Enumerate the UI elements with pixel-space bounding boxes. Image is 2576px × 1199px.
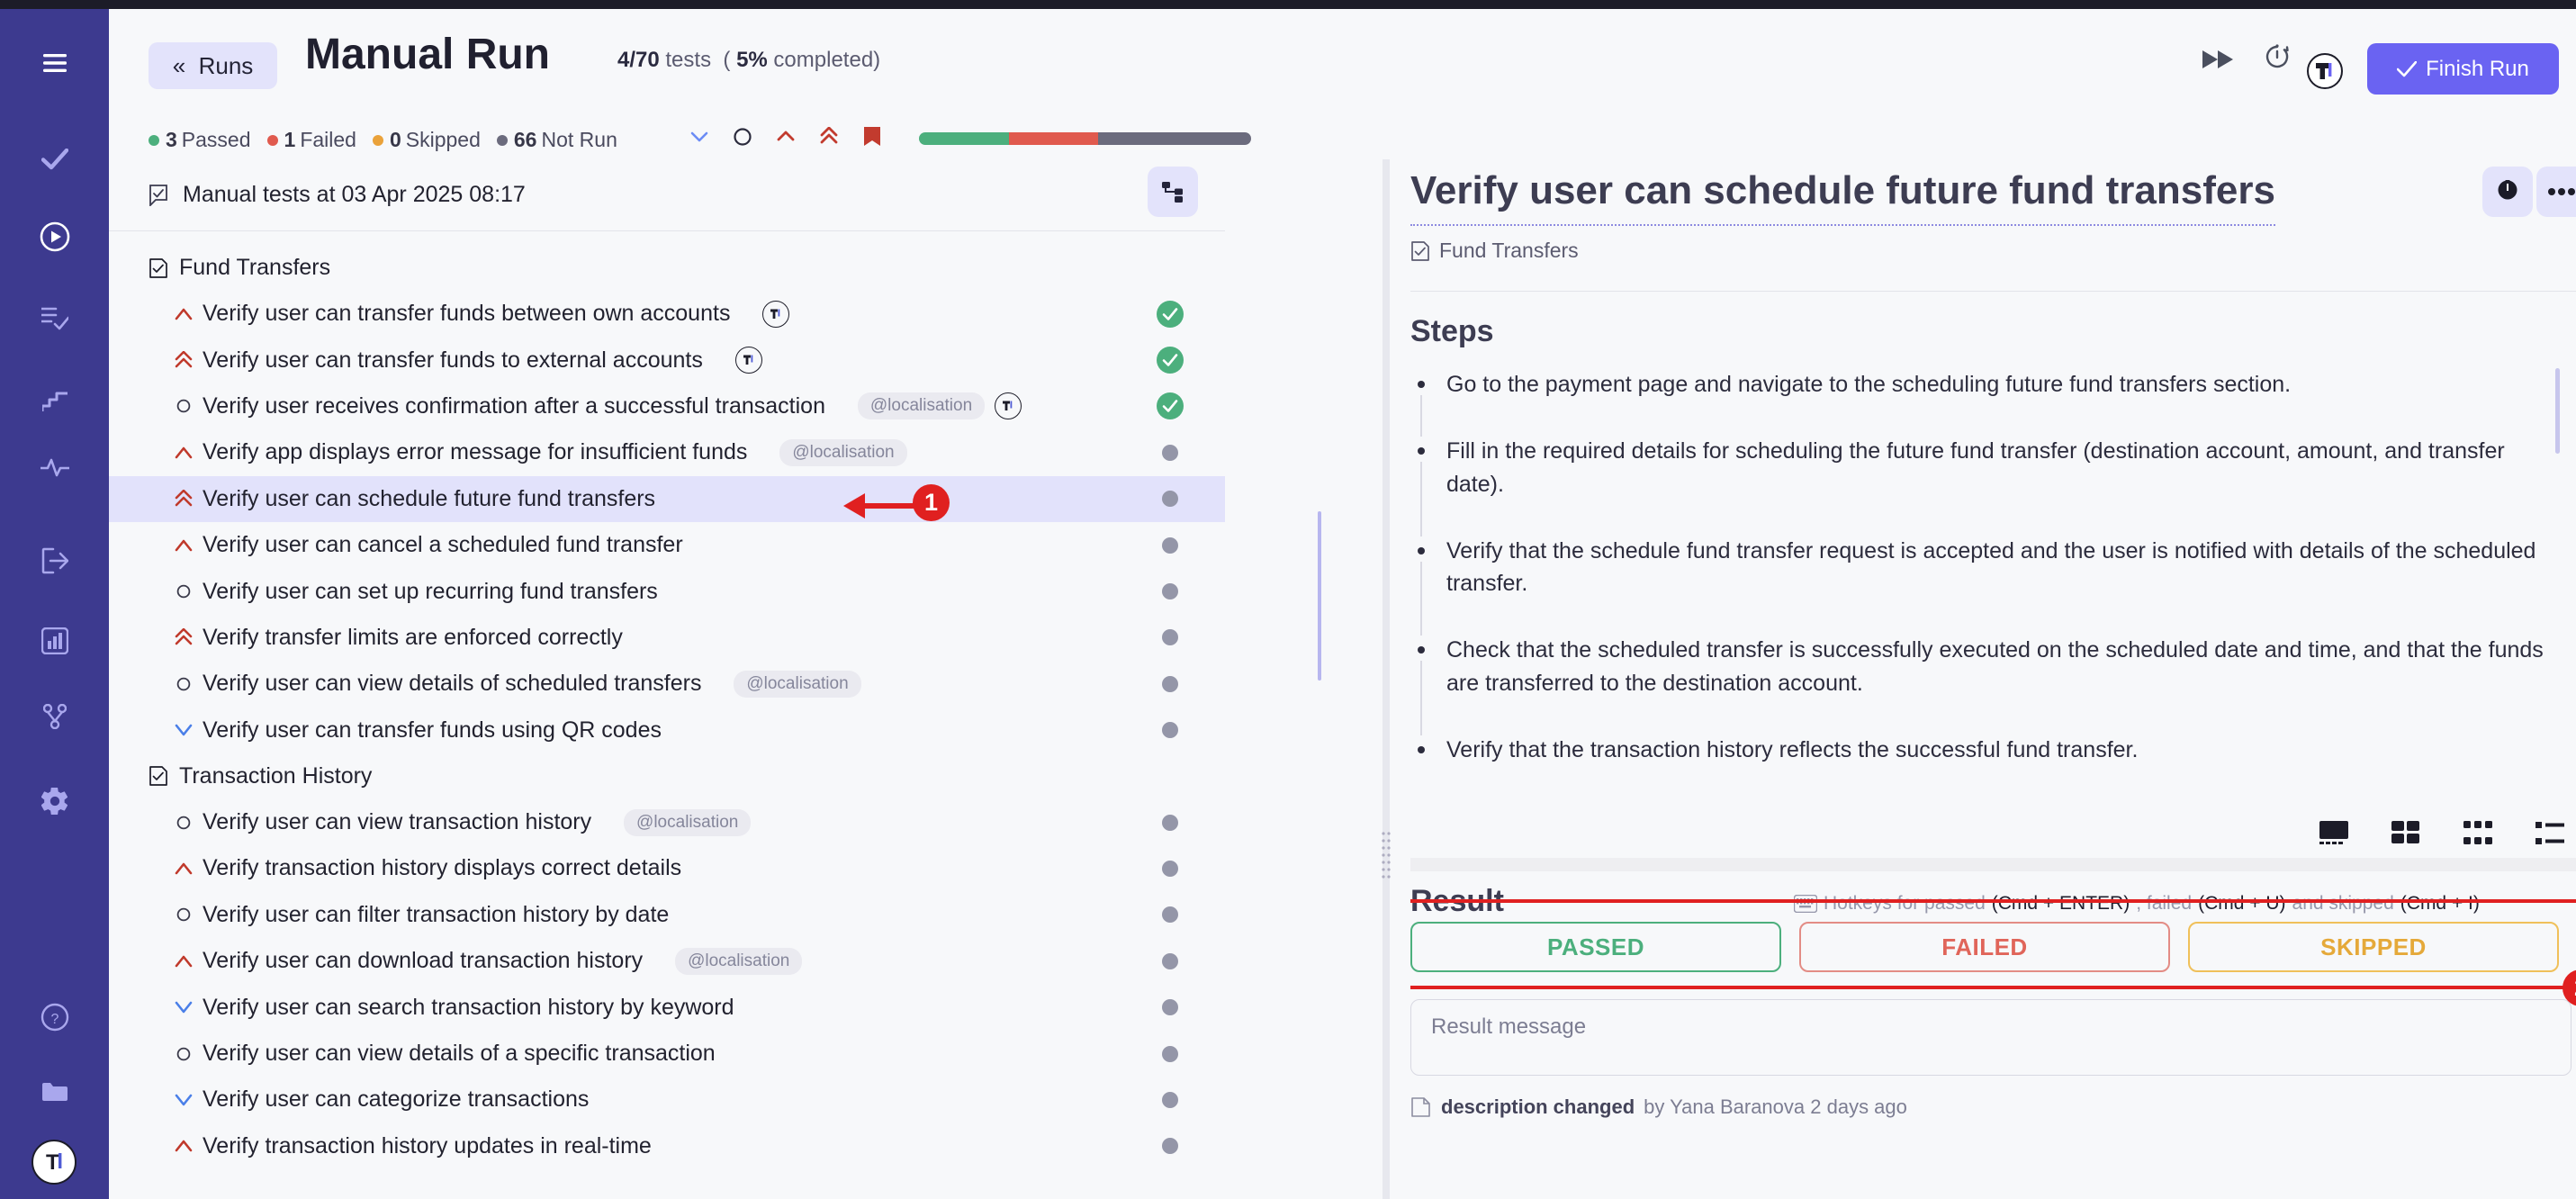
svg-text:T: T [46, 1150, 59, 1175]
svg-text:?: ? [50, 1012, 59, 1027]
